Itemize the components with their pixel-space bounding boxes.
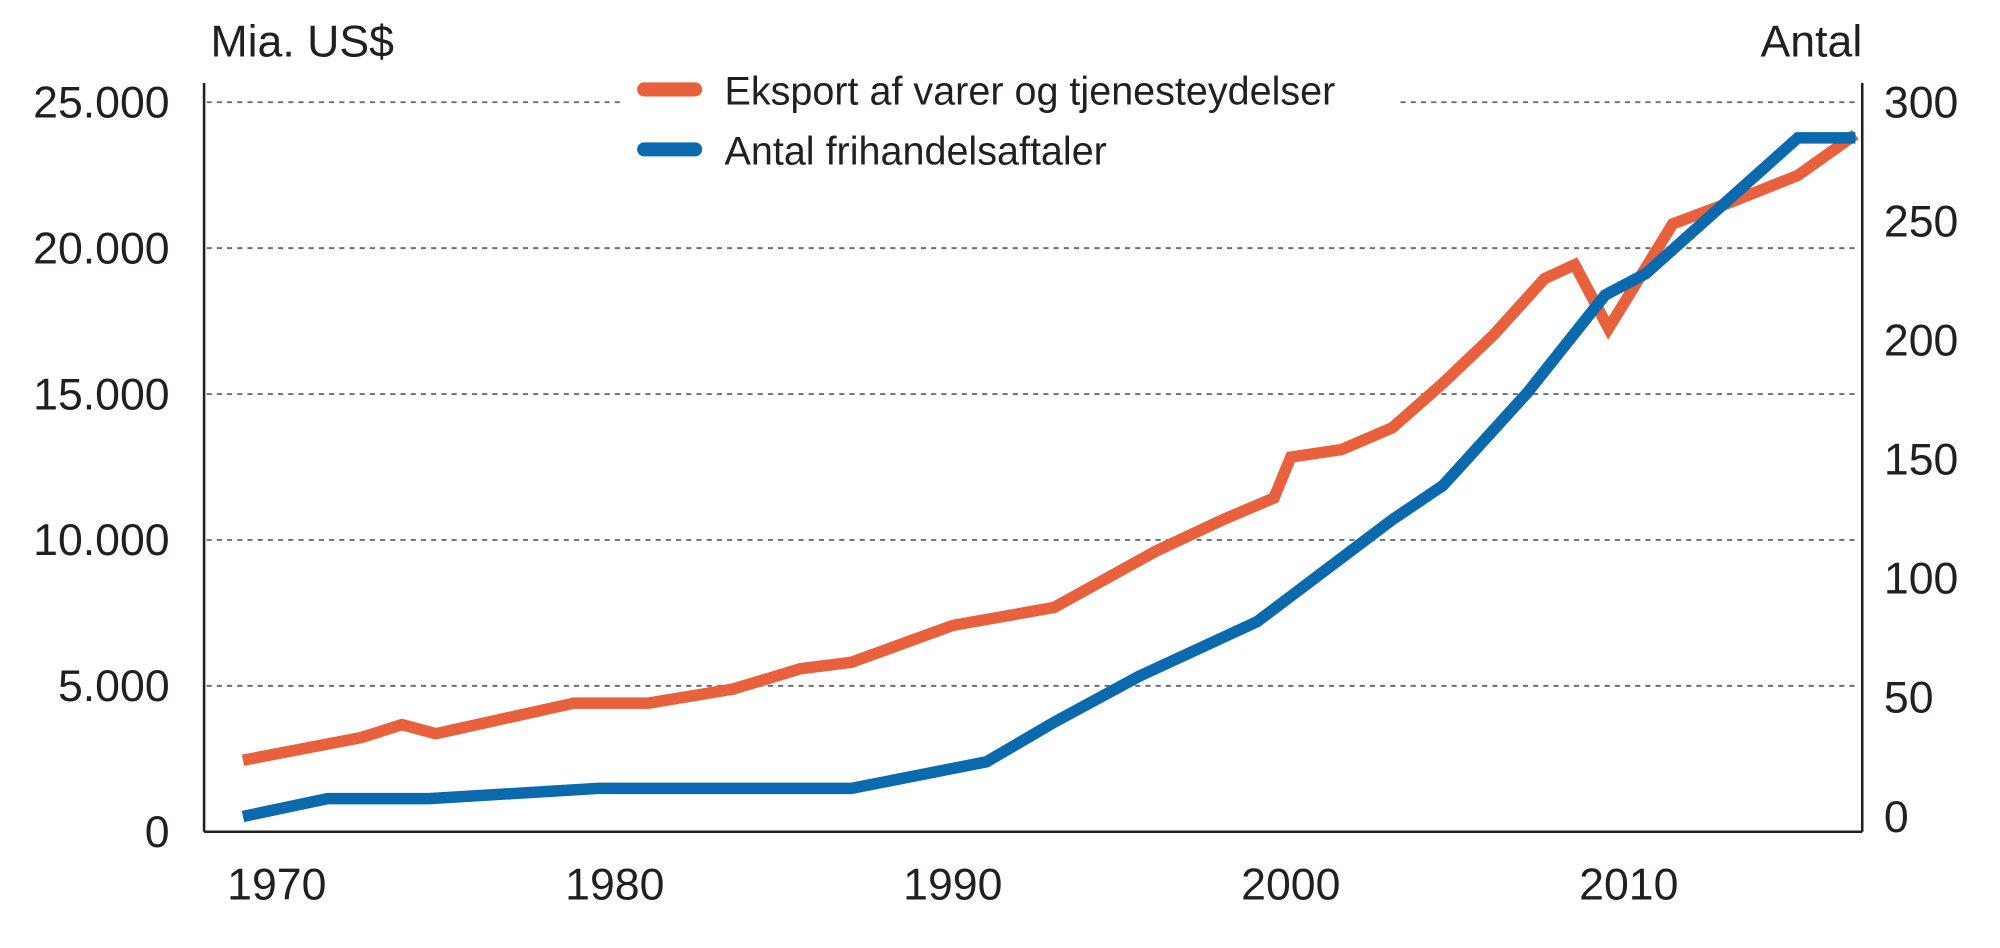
right-axis-label: Antal	[1761, 17, 1863, 66]
right-tick-label: 50	[1884, 674, 1934, 723]
x-tick-label: 2000	[1241, 860, 1340, 909]
x-tick-label: 1990	[903, 860, 1002, 909]
left-axis-label: Mia. US$	[210, 17, 394, 66]
legend: Eksport af varer og tjenesteydelser Anta…	[637, 70, 1335, 174]
left-tick-label: 5.000	[58, 662, 170, 711]
left-tick-label: 20.000	[33, 224, 170, 273]
series-line-export	[241, 129, 1859, 766]
left-tick-label: 15.000	[33, 370, 170, 419]
legend-label-agreements: Antal frihandelsaftaler	[724, 130, 1106, 174]
right-tick-label: 200	[1884, 317, 1958, 366]
right-tick-label: 300	[1884, 78, 1958, 127]
legend-label-export: Eksport af varer og tjenesteydelser	[724, 70, 1335, 114]
x-tick-label: 1980	[565, 860, 664, 909]
left-tick-label: 25.000	[33, 78, 170, 127]
gridlines	[206, 101, 1860, 687]
right-tick-label: 100	[1884, 555, 1958, 604]
legend-background	[619, 63, 1401, 179]
left-tick-label: 0	[145, 808, 170, 857]
series-line-agreements	[241, 132, 1856, 823]
right-tick-label: 0	[1884, 793, 1909, 842]
right-tick-label: 150	[1884, 436, 1958, 485]
x-tick-label: 1970	[227, 860, 326, 909]
right-tick-label: 250	[1884, 198, 1958, 247]
left-tick-label: 10.000	[33, 516, 170, 565]
x-tick-label: 2010	[1579, 860, 1678, 909]
